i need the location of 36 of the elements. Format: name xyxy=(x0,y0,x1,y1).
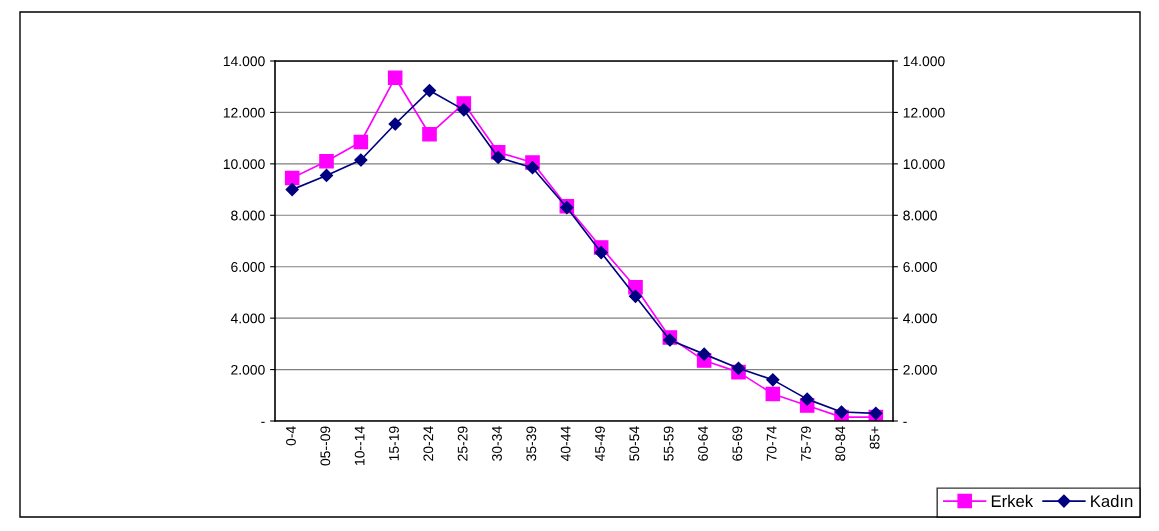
x-tick-label: 30-34 xyxy=(492,426,502,461)
x-tick-label: 80-84 xyxy=(835,426,846,461)
x-tick-label: 55-59 xyxy=(663,426,674,461)
x-tick-label: 20-24 xyxy=(423,426,434,461)
x-tick-label: 10--14 xyxy=(354,426,365,465)
y2-tick-label: 6.000 xyxy=(903,262,937,272)
y2-tick-label: 10.000 xyxy=(903,159,945,170)
y-tick-label: 6.000 xyxy=(231,262,265,272)
y-tick-label: 8.000 xyxy=(231,210,265,221)
x-tick-label: 70-74 xyxy=(766,426,777,461)
y-tick-label: 2.000 xyxy=(231,364,265,375)
y-tick-label: 14.000 xyxy=(223,56,265,67)
y-tick-label: 12.000 xyxy=(223,107,265,118)
x-tick-label: 75-79 xyxy=(801,426,811,461)
x-tick-label: 05--09 xyxy=(320,426,331,466)
y2-tick-label: 2.000 xyxy=(903,364,937,375)
x-tick-label: 35-39 xyxy=(526,426,537,461)
x-tick-label: 0-4 xyxy=(286,426,296,446)
legend-label: Erkek xyxy=(991,494,1034,508)
y2-tick-label: 12.000 xyxy=(903,107,945,118)
y2-tick-label: 14.000 xyxy=(903,56,945,67)
y-tick-label: 10.000 xyxy=(223,159,265,170)
x-tick-label: 50-54 xyxy=(629,426,640,461)
y-tick-label: 4.000 xyxy=(230,313,265,324)
x-tick-label: 25-29 xyxy=(457,426,468,461)
y2-tick-label: 4.000 xyxy=(903,313,937,324)
y2-tick-label: 8.000 xyxy=(903,210,937,221)
y-tick-label: - xyxy=(261,421,265,423)
x-tick-label: 45-49 xyxy=(595,426,605,462)
y2-tick-label: - xyxy=(903,421,907,423)
x-tick-label: 40-44 xyxy=(560,426,571,462)
x-tick-label: 65-69 xyxy=(732,426,743,461)
x-tick-label: 15-19 xyxy=(389,426,399,461)
x-tick-label: 60-64 xyxy=(698,426,708,461)
x-tick-label: 85+ xyxy=(869,426,880,449)
legend-label: Kadın xyxy=(1091,494,1133,508)
